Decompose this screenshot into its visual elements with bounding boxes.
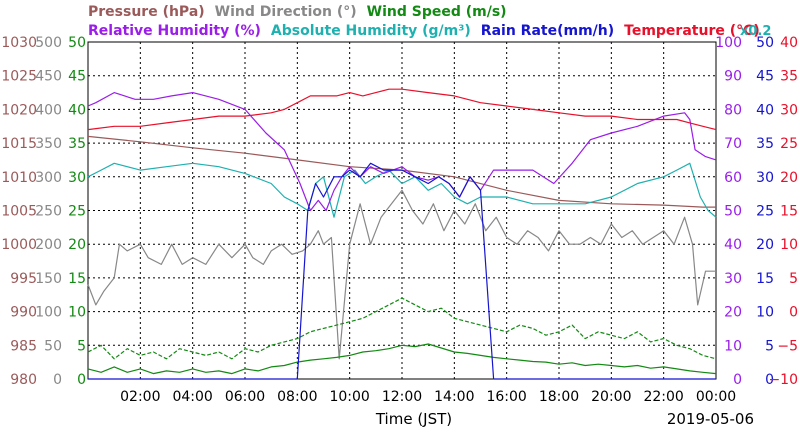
- date-label: 2019-05-06: [667, 410, 754, 428]
- right-tick-0-10: 0: [733, 372, 742, 388]
- left-tick-0-4: 1010: [1, 170, 37, 186]
- series-wspd-line: [87, 343, 717, 375]
- left-tick-2-3: 35: [68, 136, 86, 152]
- right-tick-1-0: 50: [756, 35, 774, 51]
- right-tick-0-3: 70: [724, 136, 742, 152]
- left-tick-2-5: 25: [68, 204, 86, 220]
- series-rh-line: [87, 91, 717, 212]
- left-tick-1-9: 50: [44, 338, 62, 354]
- right-tick-0-5: 50: [724, 204, 742, 220]
- left-tick-0-10: 980: [10, 372, 37, 388]
- left-tick-0-1: 1025: [1, 69, 37, 85]
- x-tick-8: 18:00: [539, 389, 579, 405]
- left-tick-1-8: 100: [35, 305, 62, 321]
- x-tick-9: 20:00: [591, 389, 631, 405]
- left-tick-2-1: 45: [68, 69, 86, 85]
- left-tick-0-5: 1005: [1, 204, 37, 220]
- right-tick-1-8: 10: [756, 305, 774, 321]
- left-tick-2-10: 0: [77, 372, 86, 388]
- series-rain-line: [88, 162, 716, 380]
- right-tick-0-0: 100: [715, 35, 742, 51]
- left-tick-2-2: 40: [68, 102, 86, 118]
- right-tick-0-2: 80: [724, 102, 742, 118]
- right-tick-2-0: 40: [780, 35, 798, 51]
- right-tick-2-6: 10: [780, 237, 798, 253]
- left-tick-1-4: 300: [35, 170, 62, 186]
- right-tick-0-1: 90: [724, 69, 742, 85]
- left-tick-2-6: 20: [68, 237, 86, 253]
- right-tick-2-5: 15: [780, 204, 798, 220]
- header-line2-1: Absolute Humidity (g/m³): [271, 23, 471, 39]
- right-tick-0-4: 60: [724, 170, 742, 186]
- right-tick-2-3: 25: [780, 136, 798, 152]
- left-tick-1-5: 250: [35, 204, 62, 220]
- x-tick-3: 08:00: [277, 389, 317, 405]
- right-tick-0-9: 10: [724, 338, 742, 354]
- x-tick-1: 04:00: [172, 389, 212, 405]
- right-tick-1-3: 35: [756, 136, 774, 152]
- x-tick-10: 22:00: [643, 389, 683, 405]
- left-tick-2-9: 5: [77, 338, 86, 354]
- right-tick-1-6: 20: [756, 237, 774, 253]
- left-tick-1-10: 0: [53, 372, 62, 388]
- left-tick-2-7: 15: [68, 271, 86, 287]
- series-wspd-gust-line: [87, 297, 717, 360]
- right-tick-1-1: 45: [756, 69, 774, 85]
- left-tick-1-6: 200: [35, 237, 62, 253]
- right-tick-2-10: −10: [768, 372, 798, 388]
- left-tick-1-0: 500: [35, 35, 62, 51]
- x-tick-4: 10:00: [329, 389, 369, 405]
- left-tick-1-1: 450: [35, 69, 62, 85]
- left-tick-1-2: 400: [35, 102, 62, 118]
- left-tick-2-0: 50: [68, 35, 86, 51]
- left-tick-0-3: 1015: [1, 136, 37, 152]
- left-tick-1-7: 150: [35, 271, 62, 287]
- right-tick-2-1: 35: [780, 69, 798, 85]
- right-tick-2-7: 5: [789, 271, 798, 287]
- left-tick-0-8: 990: [10, 305, 37, 321]
- left-tick-0-6: 1000: [1, 237, 37, 253]
- right-tick-0-6: 40: [724, 237, 742, 253]
- series-temp-line: [87, 88, 717, 131]
- right-tick-2-2: 30: [780, 102, 798, 118]
- header-line2-2: Rain Rate(mm/h): [481, 23, 614, 39]
- right-tick-1-5: 25: [756, 204, 774, 220]
- left-tick-0-2: 1020: [1, 102, 37, 118]
- series-pressure-line: [87, 135, 716, 208]
- x-tick-6: 14:00: [434, 389, 474, 405]
- x-tick-5: 12:00: [382, 389, 422, 405]
- left-tick-0-0: 1030: [1, 35, 37, 51]
- right-tick-2-8: 0: [789, 305, 798, 321]
- x-tick-7: 16:00: [486, 389, 526, 405]
- header-line1-2: Wind Speed (m/s): [367, 4, 507, 20]
- right-tick-1-4: 30: [756, 170, 774, 186]
- x-tick-0: 02:00: [120, 389, 160, 405]
- header-line2-3: Temperature (°C): [624, 23, 760, 39]
- right-tick-2-9: −5: [777, 338, 798, 354]
- x-tick-11: 00:00: [696, 389, 736, 405]
- right-tick-1-2: 40: [756, 102, 774, 118]
- scale-note: x0.2: [740, 24, 771, 39]
- header-line1-1: Wind Direction (°): [215, 4, 357, 20]
- right-tick-0-8: 20: [724, 305, 742, 321]
- right-tick-1-9: 5: [765, 338, 774, 354]
- left-tick-2-8: 10: [68, 305, 86, 321]
- series-wdir-line: [87, 189, 716, 360]
- x-tick-2: 06:00: [225, 389, 265, 405]
- x-axis-label: Time (JST): [375, 410, 452, 428]
- right-tick-1-7: 15: [756, 271, 774, 287]
- header-line2-0: Relative Humidity (%): [88, 23, 261, 39]
- left-tick-0-9: 985: [10, 338, 37, 354]
- left-tick-1-3: 350: [35, 136, 62, 152]
- left-tick-0-7: 995: [10, 271, 37, 287]
- left-tick-2-4: 30: [68, 170, 86, 186]
- right-tick-1-10: 0: [765, 372, 774, 388]
- right-tick-2-4: 20: [780, 170, 798, 186]
- header-line1-0: Pressure (hPa): [88, 4, 205, 20]
- right-tick-0-7: 30: [724, 271, 742, 287]
